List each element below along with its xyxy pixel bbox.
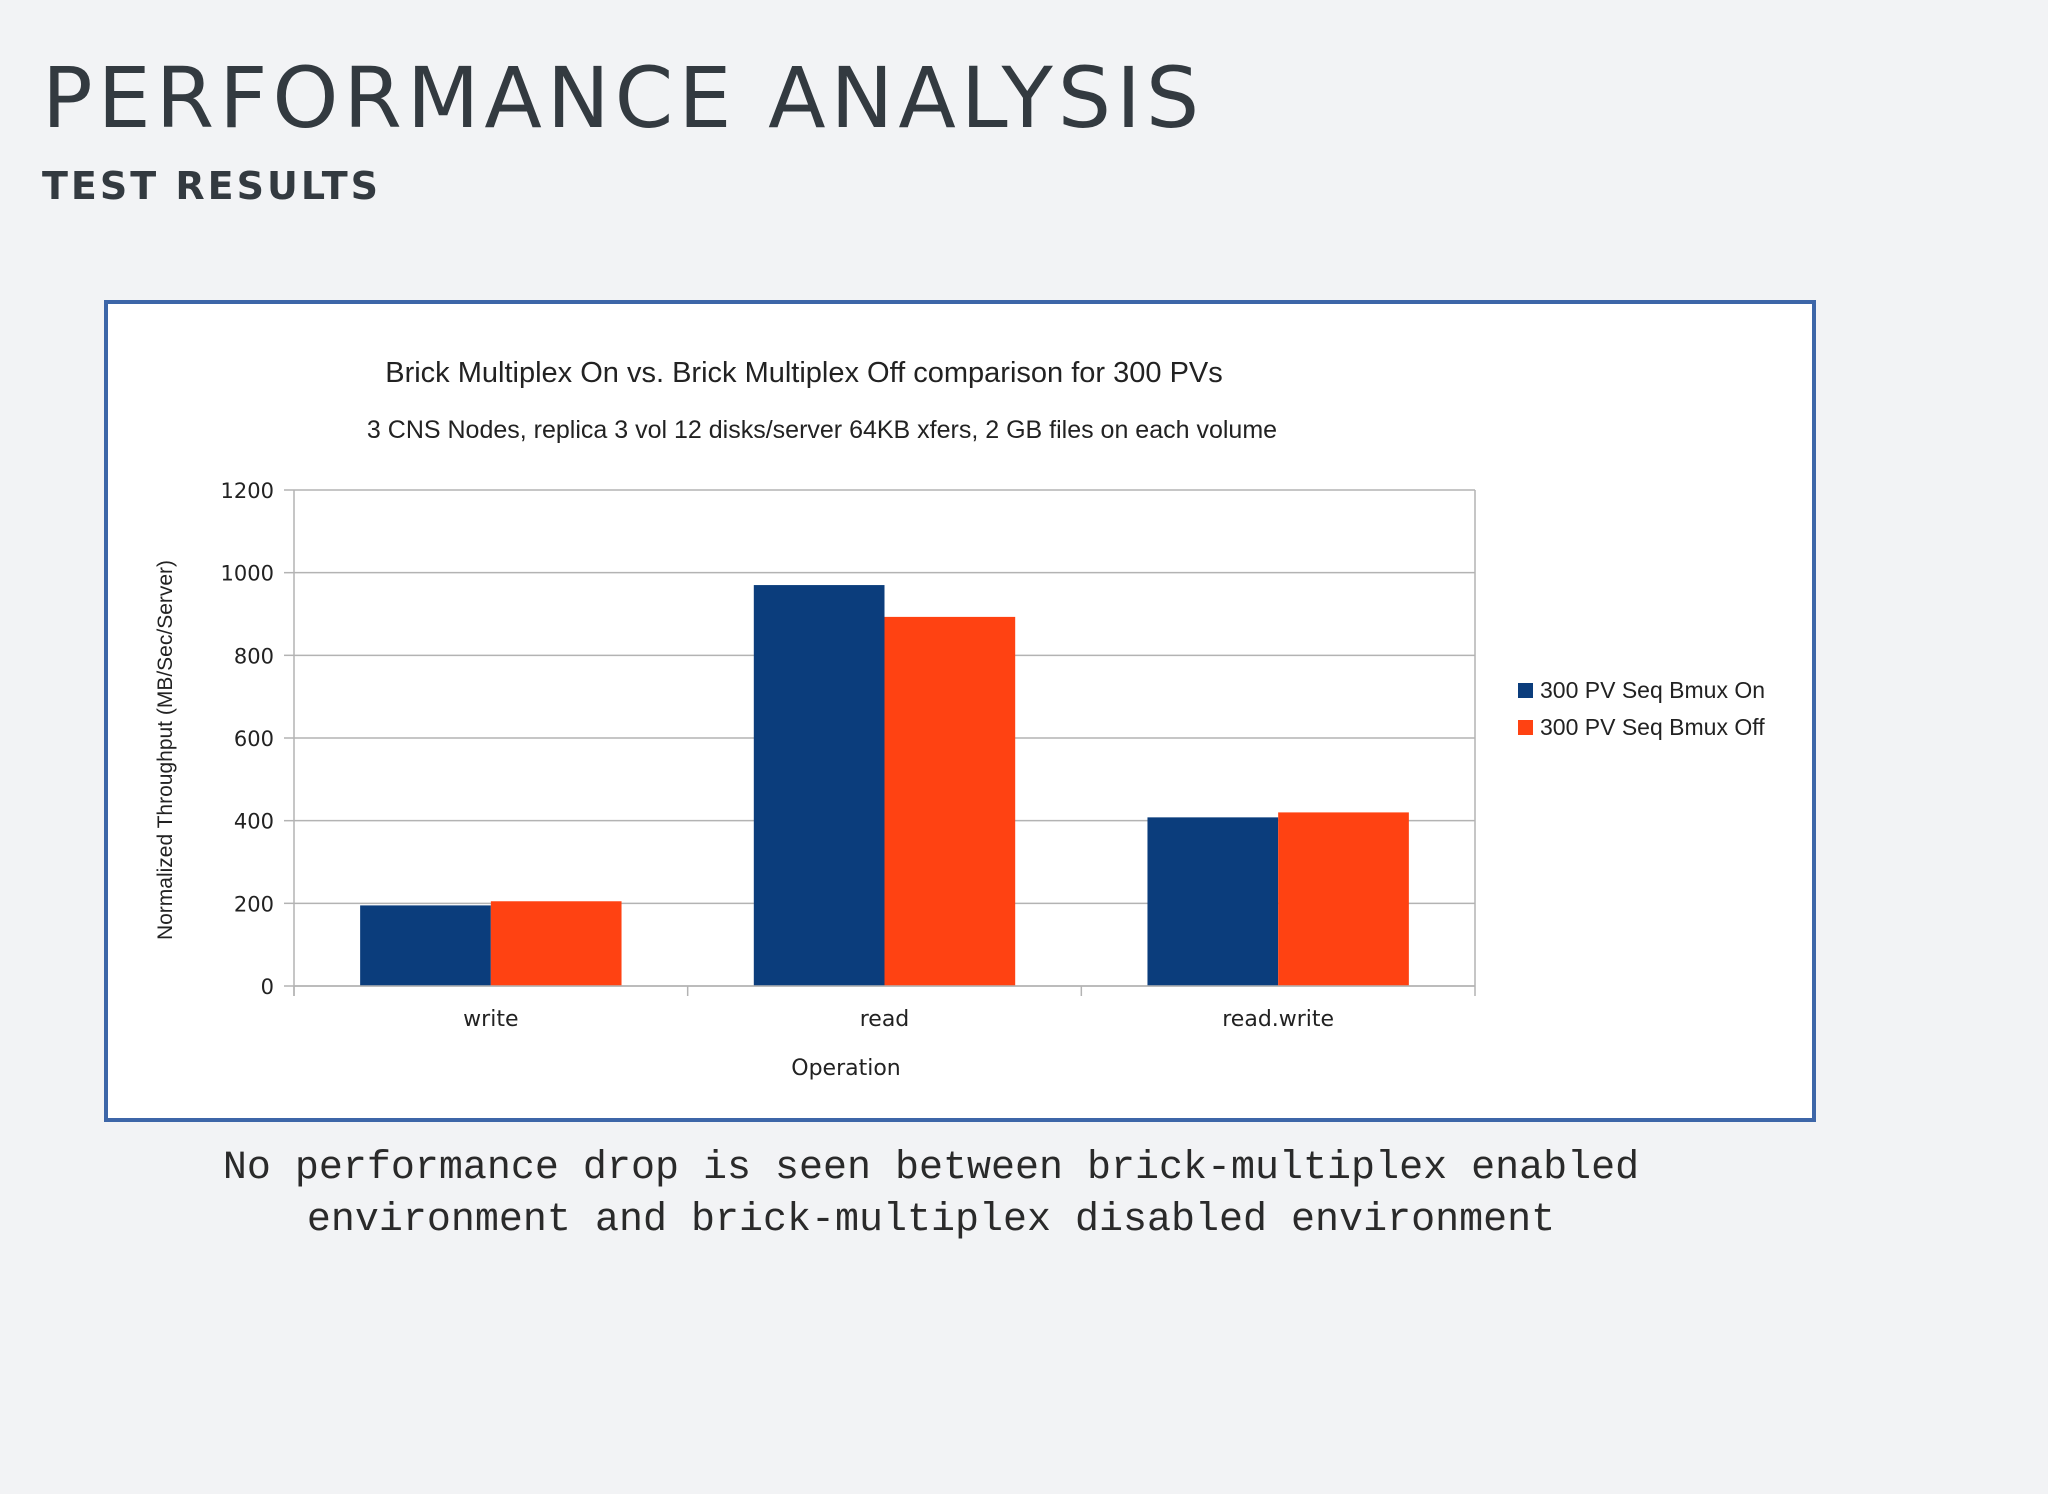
legend-label: 300 PV Seq Bmux On bbox=[1540, 677, 1765, 703]
y-tick-label: 0 bbox=[261, 975, 274, 999]
y-tick-label: 1200 bbox=[221, 479, 274, 503]
y-tick-label: 600 bbox=[234, 727, 274, 751]
bar-chart: Brick Multiplex On vs. Brick Multiplex O… bbox=[154, 357, 1765, 1081]
chart-subtitle: 3 CNS Nodes, replica 3 vol 12 disks/serv… bbox=[367, 416, 1277, 444]
bar bbox=[1278, 812, 1409, 986]
legend-swatch bbox=[1518, 720, 1533, 735]
x-axis-title: Operation bbox=[791, 1056, 900, 1081]
bar bbox=[884, 616, 1016, 986]
y-tick-label: 1000 bbox=[221, 562, 274, 586]
x-tick-label: read.write bbox=[1222, 1007, 1334, 1032]
y-tick-label: 200 bbox=[234, 892, 274, 916]
chart-frame: Brick Multiplex On vs. Brick Multiplex O… bbox=[104, 300, 1816, 1122]
y-axis-title: Normalized Throughput (MB/Sec/Server) bbox=[154, 560, 177, 940]
y-tick-label: 800 bbox=[234, 644, 274, 668]
page-subtitle: TEST RESULTS bbox=[42, 164, 382, 208]
caption-line: No performance drop is seen between bric… bbox=[222, 1146, 1640, 1191]
x-tick-label: read bbox=[860, 1007, 910, 1032]
x-tick-label: write bbox=[463, 1007, 518, 1032]
page-title: PERFORMANCE ANALYSIS bbox=[42, 49, 1205, 147]
bar bbox=[753, 585, 885, 986]
legend-swatch bbox=[1518, 683, 1533, 698]
caption: No performance drop is seen between bric… bbox=[100, 1143, 1762, 1247]
bar bbox=[490, 901, 622, 986]
bar bbox=[1147, 817, 1279, 986]
bar bbox=[360, 905, 491, 986]
caption-line: environment and brick-multiplex disabled… bbox=[306, 1198, 1556, 1243]
y-tick-label: 400 bbox=[234, 810, 274, 834]
chart-title: Brick Multiplex On vs. Brick Multiplex O… bbox=[385, 357, 1223, 389]
legend-label: 300 PV Seq Bmux Off bbox=[1540, 714, 1765, 740]
